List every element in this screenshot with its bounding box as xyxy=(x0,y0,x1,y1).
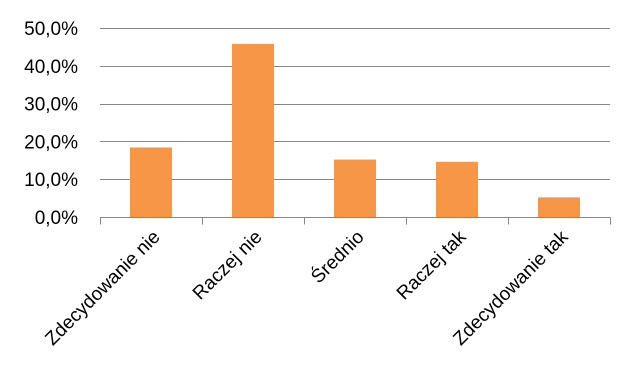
x-axis-category-labels: Zdecydowanie nie Raczej nie Średnio Raczej … xyxy=(41,226,572,350)
bar-2 xyxy=(334,159,376,217)
bars xyxy=(130,43,580,217)
bar-1 xyxy=(232,43,274,217)
y-tick-label: 40,0% xyxy=(24,57,78,78)
bar-0 xyxy=(130,147,172,217)
x-category-label: Raczej nie xyxy=(189,227,267,305)
gridlines xyxy=(100,28,610,180)
x-category-label: Raczej tak xyxy=(393,226,471,304)
x-category-label: Zdecydowanie nie xyxy=(41,227,164,350)
y-tick-label: 30,0% xyxy=(24,95,78,116)
x-axis xyxy=(100,217,611,225)
y-axis-tick-labels: 0,0% 10,0% 20,0% 30,0% 40,0% 50,0% xyxy=(24,19,78,229)
x-category-label: Zdecydowanie tak xyxy=(449,226,572,349)
y-tick-label: 20,0% xyxy=(24,132,78,153)
bar-3 xyxy=(436,161,478,217)
bar-4 xyxy=(538,197,580,217)
y-tick-label: 50,0% xyxy=(24,19,78,40)
y-tick-label: 10,0% xyxy=(24,170,78,191)
y-tick-label: 0,0% xyxy=(35,208,78,229)
x-category-label: Średnio xyxy=(307,226,369,288)
